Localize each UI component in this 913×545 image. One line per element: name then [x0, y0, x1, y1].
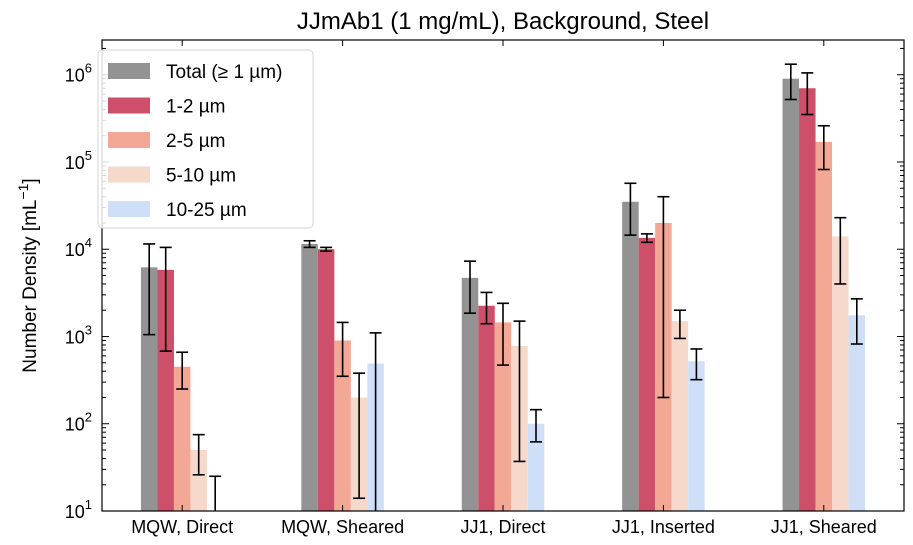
x-tick-label-4: JJ1, Sheared — [771, 517, 877, 537]
legend-label-2: 2-5 µm — [166, 131, 226, 152]
bar-3-0 — [190, 450, 207, 511]
bar-0-3 — [622, 201, 639, 511]
legend-swatch-3 — [108, 166, 150, 183]
y-tick-label-4: 105 — [65, 148, 92, 173]
error-bar-4-4 — [850, 298, 863, 345]
legend-swatch-1 — [108, 97, 150, 114]
y-tick-label-3: 104 — [65, 235, 92, 260]
error-bar-2-3 — [657, 195, 670, 399]
error-bar-4-2 — [530, 408, 542, 443]
bar-1-2 — [478, 305, 495, 511]
y-tick-label-0: 101 — [65, 497, 92, 522]
error-bar-1-0 — [159, 246, 172, 352]
error-bar-3-3 — [673, 309, 686, 340]
bar-1-1 — [317, 249, 335, 512]
bar-1-0 — [157, 269, 174, 511]
error-bars-layer — [143, 63, 863, 511]
error-bar-4-1 — [369, 332, 382, 511]
bars-layer — [140, 78, 866, 512]
bar-2-1 — [334, 340, 351, 511]
chart-title: JJmAb1 (1 mg/mL), Background, Steel — [297, 8, 709, 35]
error-bar-2-4 — [817, 124, 830, 171]
bar-2-2 — [494, 322, 512, 511]
bar-0-4 — [782, 78, 800, 511]
error-bar-4-3 — [690, 348, 703, 381]
error-bar-1-4 — [801, 72, 814, 116]
bar-1-3 — [638, 237, 656, 511]
bar-3-4 — [832, 236, 849, 511]
y-tick-label-2: 103 — [65, 322, 92, 347]
error-bar-0-4 — [784, 63, 797, 101]
bar-0-0 — [140, 267, 158, 511]
legend: Total (≥ 1 µm) 1-2 µm 2-5 µm 5-10 µm 10-25 µ… — [97, 49, 314, 229]
error-bar-0-3 — [624, 182, 637, 236]
error-bar-0-0 — [143, 243, 156, 336]
bar-0-2 — [461, 277, 479, 511]
error-bar-1-1 — [320, 246, 333, 252]
legend-box — [97, 49, 314, 229]
bar-1-4 — [799, 88, 816, 511]
legend-label-0: Total (≥ 1 µm) — [166, 62, 282, 83]
bar-4-3 — [688, 361, 705, 511]
x-tick-label-3: JJ1, Inserted — [612, 517, 715, 537]
error-bar-0-1 — [303, 239, 316, 249]
legend-label-4: 10-25 µm — [166, 200, 247, 221]
bar-4-4 — [848, 315, 866, 511]
y-axis-label-main: Number Density [mL — [20, 200, 41, 373]
y-tick-label-5: 106 — [65, 61, 92, 86]
y-axis-label-close: ] — [20, 178, 41, 183]
bar-0-1 — [301, 243, 318, 511]
error-bar-1-3 — [640, 233, 653, 244]
bar-4-2 — [527, 423, 545, 511]
bar-3-3 — [671, 321, 689, 511]
error-bar-2-0 — [176, 351, 189, 390]
legend-label-3: 5-10 µm — [166, 166, 236, 187]
x-tick-label-0: MQW, Direct — [131, 517, 233, 537]
error-bar-4-0 — [209, 475, 222, 511]
error-bar-0-2 — [464, 260, 476, 314]
y-axis-label-superscript: −1 — [15, 183, 31, 199]
x-tick-label-2: JJ1, Direct — [460, 517, 545, 537]
error-bar-3-1 — [353, 372, 366, 500]
bar-2-0 — [173, 366, 191, 511]
bar-2-4 — [815, 141, 833, 511]
error-bar-3-4 — [834, 216, 847, 285]
error-bar-3-2 — [513, 320, 526, 463]
y-tick-label-1: 102 — [65, 410, 92, 435]
y-axis-label: Number Density [mL−1] — [15, 178, 41, 372]
error-bar-3-0 — [192, 433, 205, 476]
error-bar-2-1 — [336, 321, 349, 378]
error-bar-2-2 — [497, 302, 509, 366]
legend-swatch-4 — [108, 201, 150, 217]
legend-label-1: 1-2 µm — [166, 97, 226, 118]
axes-layer: 101 102 103 104 105 106 MQW, Direct MQW, Sheare… — [65, 39, 905, 537]
error-bar-1-2 — [480, 291, 493, 325]
x-tick-label-1: MQW, Sheared — [281, 517, 404, 537]
legend-swatch-2 — [108, 132, 150, 148]
legend-swatch-0 — [108, 63, 150, 79]
